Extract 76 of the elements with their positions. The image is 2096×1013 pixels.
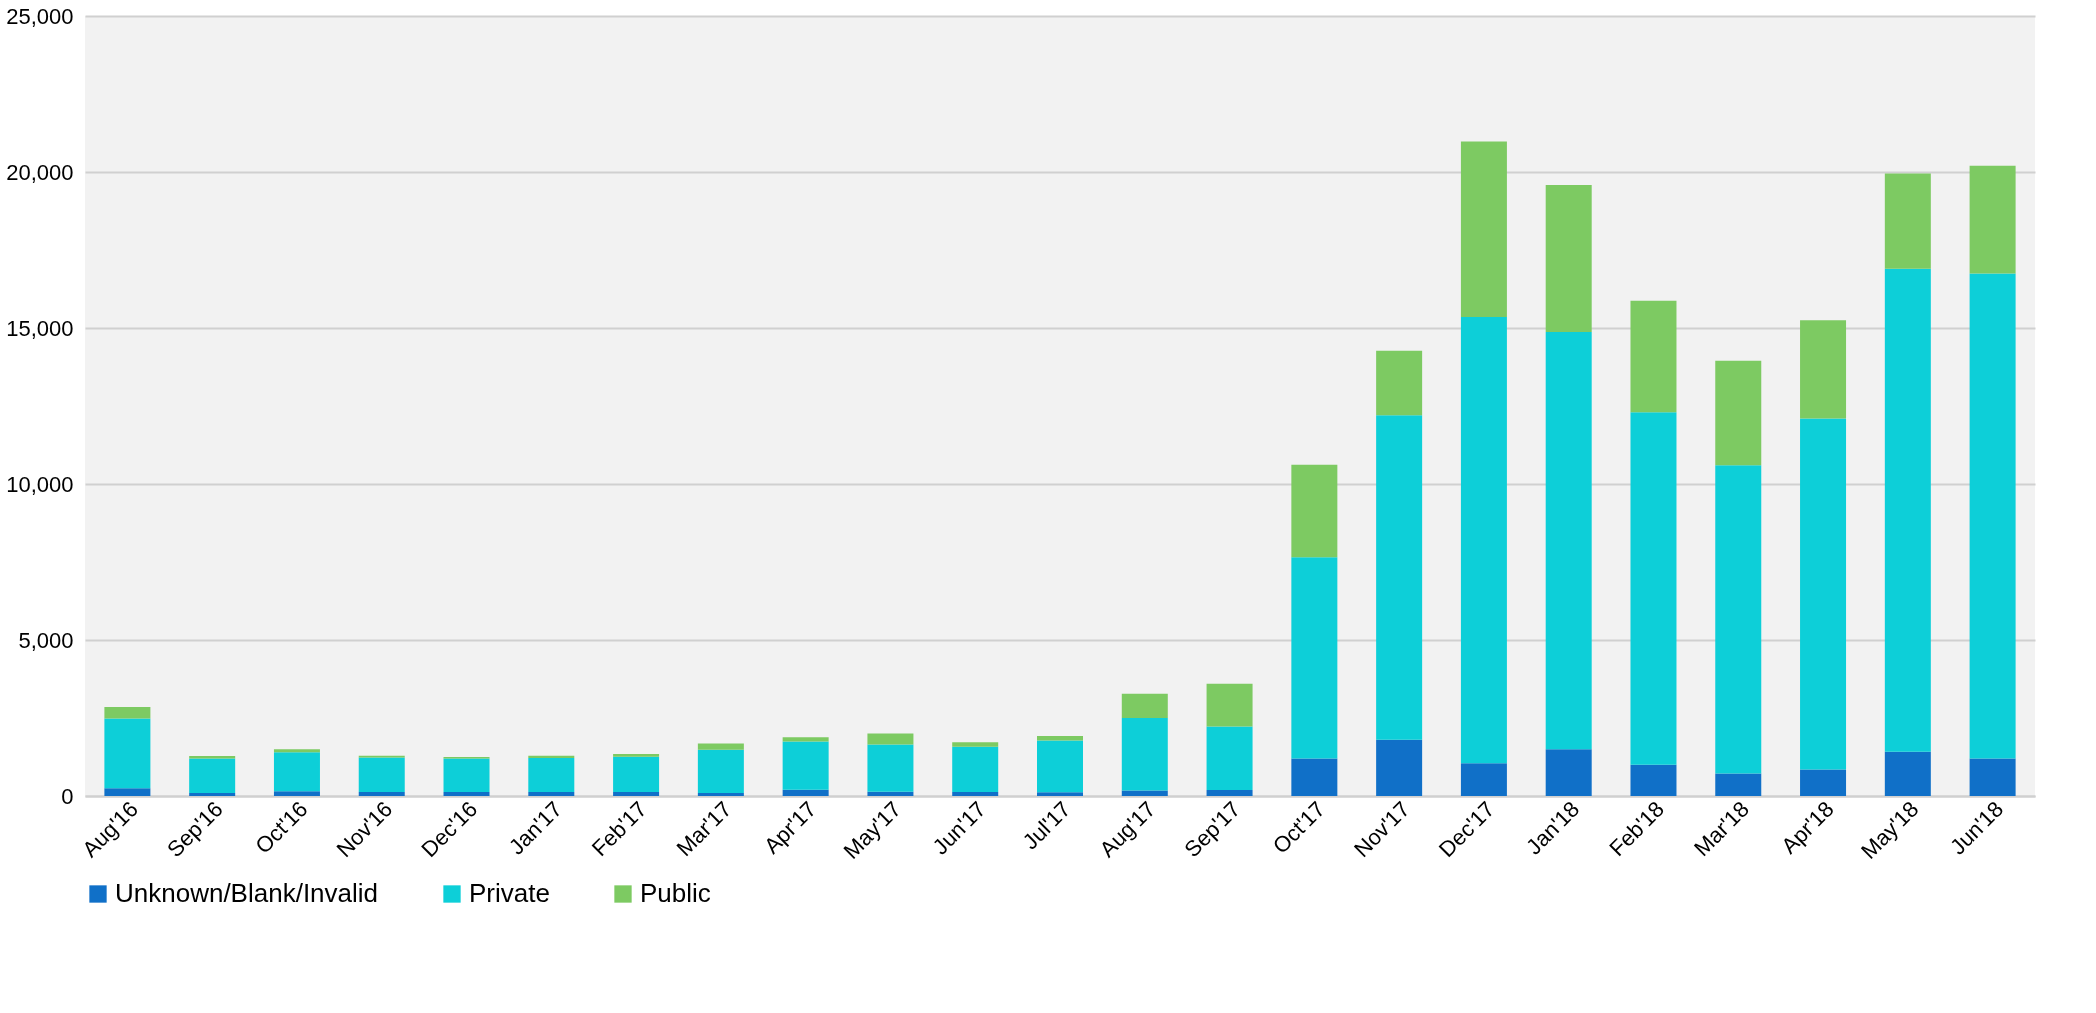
bar — [697, 792, 744, 796]
bar — [613, 756, 660, 792]
bar — [358, 757, 405, 792]
y-tick-label: 20,000 — [6, 159, 74, 185]
bar — [1291, 464, 1338, 558]
bar — [1969, 273, 2016, 759]
bar — [697, 743, 744, 750]
bar — [867, 791, 914, 796]
y-tick-label: 10,000 — [6, 471, 74, 497]
bar — [1884, 751, 1931, 796]
y-tick-label: 25,000 — [6, 3, 74, 29]
bar — [1206, 790, 1253, 796]
bar — [952, 791, 999, 796]
bar — [1969, 758, 2016, 796]
bar — [697, 749, 744, 793]
bar — [952, 746, 999, 792]
bar — [782, 741, 829, 790]
bar — [782, 789, 829, 796]
bar — [1460, 317, 1507, 764]
bar — [1121, 718, 1168, 791]
bar — [189, 758, 236, 793]
bar — [528, 791, 575, 796]
bar — [1460, 763, 1507, 796]
bar — [104, 718, 151, 789]
bar — [443, 758, 490, 792]
bar — [1206, 726, 1253, 791]
bar — [1376, 350, 1423, 416]
bar — [528, 755, 575, 758]
bar — [1460, 141, 1507, 318]
bar — [1037, 736, 1083, 741]
bar — [1376, 739, 1423, 796]
y-tick-label: 15,000 — [6, 315, 74, 341]
bar — [1630, 764, 1677, 796]
bar — [1884, 268, 1931, 752]
bar — [1715, 465, 1762, 774]
bar — [613, 791, 660, 796]
legend-label: Public — [640, 878, 711, 908]
legend-label: Private — [469, 878, 550, 908]
bar — [1545, 749, 1592, 796]
bar — [1545, 332, 1592, 750]
bar — [528, 757, 575, 792]
bar — [1291, 557, 1338, 759]
bar — [104, 707, 151, 719]
bar — [1121, 790, 1168, 796]
bar — [189, 792, 236, 796]
bar — [1800, 769, 1847, 796]
bar — [1800, 320, 1847, 419]
bar — [1545, 185, 1592, 333]
bar — [189, 756, 236, 759]
bar — [1630, 300, 1677, 413]
bar — [273, 791, 320, 796]
y-tick-label: 5,000 — [18, 627, 74, 653]
bar — [1715, 773, 1762, 796]
bar — [1376, 415, 1423, 740]
bar — [1884, 173, 1931, 269]
bar — [1121, 693, 1168, 718]
bar — [1800, 418, 1847, 770]
bar — [1969, 165, 2016, 274]
bar — [358, 791, 405, 796]
bar — [1037, 740, 1083, 793]
bar — [443, 791, 490, 796]
legend-label: Unknown/Blank/Invalid — [115, 878, 379, 908]
bar — [867, 733, 914, 745]
bar — [1206, 683, 1253, 727]
bar — [613, 753, 660, 757]
bar — [867, 744, 914, 792]
bar — [1715, 360, 1762, 466]
bar — [273, 752, 320, 792]
bar — [782, 737, 829, 742]
bar — [104, 788, 151, 796]
y-tick-label: 0 — [61, 783, 74, 809]
bar — [1037, 792, 1083, 796]
bar — [952, 742, 999, 747]
bar — [273, 749, 320, 753]
bar — [1630, 412, 1677, 765]
bar — [1291, 758, 1338, 796]
